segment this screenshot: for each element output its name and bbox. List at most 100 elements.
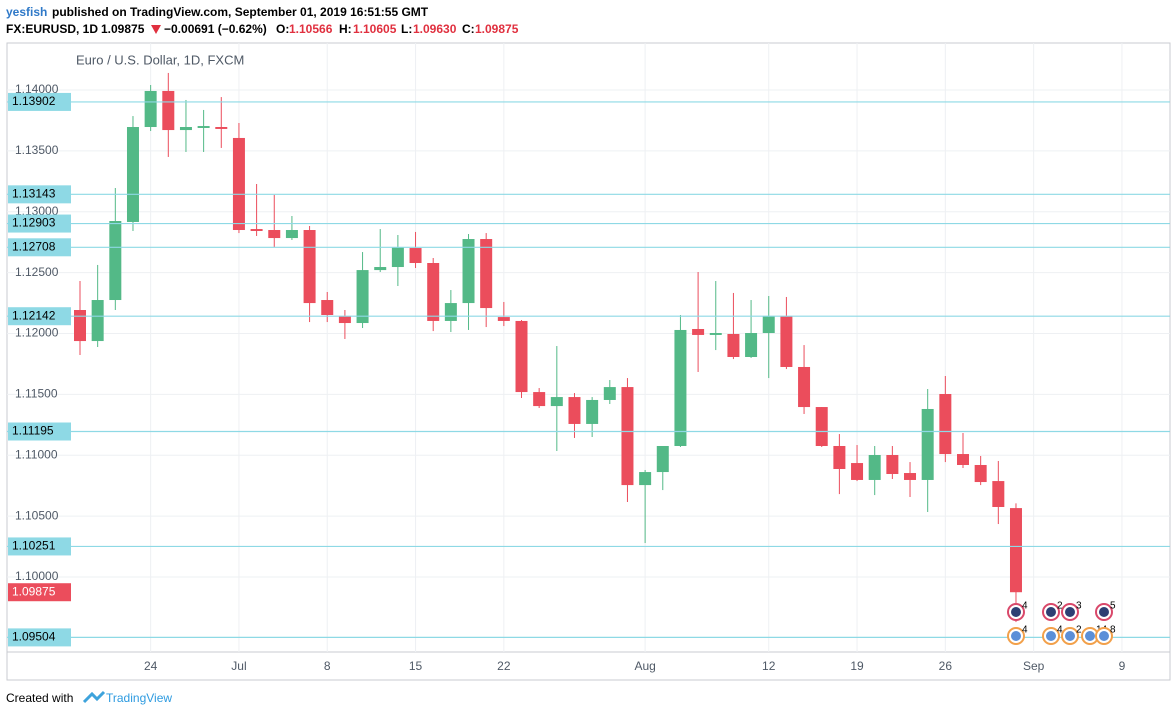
candle-body bbox=[480, 239, 493, 309]
candle-body bbox=[338, 315, 351, 324]
candle-body bbox=[639, 472, 652, 486]
y-tick-label: 1.11500 bbox=[15, 387, 58, 401]
candle-body bbox=[692, 328, 705, 335]
symbol: FX:EURUSD, 1D bbox=[6, 22, 98, 36]
candle-body bbox=[162, 90, 175, 131]
candle-body bbox=[444, 303, 457, 321]
last-price: 1.09875 bbox=[101, 22, 145, 36]
candle-body bbox=[886, 455, 899, 474]
legend: Euro / U.S. Dollar, 1D, FXCM bbox=[76, 52, 244, 67]
last-price-label: 1.09875 bbox=[12, 584, 56, 598]
ohlc-value: 1.10605 bbox=[353, 22, 397, 36]
event-count: 4 bbox=[1022, 625, 1028, 636]
candle-body bbox=[603, 387, 616, 400]
candle-body bbox=[356, 270, 369, 324]
footer-text: Created with bbox=[6, 691, 73, 705]
y-tick-label: 1.10000 bbox=[15, 569, 59, 583]
chart-frame bbox=[6, 42, 1171, 681]
level-label-bg bbox=[8, 214, 71, 233]
candle-body bbox=[232, 137, 245, 231]
candle-body bbox=[957, 454, 969, 465]
candle-body bbox=[815, 407, 828, 446]
level-label: 1.13143 bbox=[12, 187, 56, 201]
event-count: 4 bbox=[1057, 625, 1063, 636]
level-label-bg bbox=[8, 92, 71, 111]
author[interactable]: yesfish bbox=[6, 5, 47, 19]
event-icon-core bbox=[1099, 631, 1109, 641]
plot: 24 Jul 8 15 22 Aug 12 19 26 Sep 91.140001.135001.1… bbox=[7, 43, 1170, 673]
candle-body bbox=[992, 481, 1005, 507]
level-label: 1.10251 bbox=[12, 539, 56, 553]
level-label: 1.12903 bbox=[12, 216, 56, 230]
candle-body bbox=[321, 300, 334, 315]
candle-body bbox=[621, 387, 634, 486]
level-label-bg bbox=[8, 185, 71, 204]
candle-body bbox=[904, 473, 917, 480]
candle-body bbox=[285, 230, 298, 239]
ohlc-key: L: bbox=[401, 22, 412, 36]
candle-body bbox=[497, 317, 510, 321]
candle-body bbox=[798, 366, 811, 408]
y-tick-label: 1.13500 bbox=[15, 143, 59, 157]
event-icon-core bbox=[1065, 631, 1075, 641]
level-label: 1.12708 bbox=[12, 239, 56, 253]
level-label-bg bbox=[8, 422, 71, 441]
ohlc: O: 1.10566 H: 1.10605 L: 1.09630 C: 1.09875 bbox=[276, 22, 519, 36]
y-tick-label: 1.12500 bbox=[15, 265, 59, 279]
x-tick-label: 26 bbox=[939, 659, 953, 673]
candle-body bbox=[109, 221, 122, 301]
x-tick-label: Aug bbox=[634, 659, 655, 673]
level-label-bg bbox=[8, 628, 71, 647]
last-price-bg bbox=[8, 583, 71, 602]
candle-body bbox=[215, 127, 228, 129]
event-count: 2 bbox=[1057, 601, 1063, 612]
candle-body bbox=[762, 315, 775, 334]
candle-body bbox=[550, 397, 563, 407]
ohlc-value: 1.09875 bbox=[475, 22, 519, 36]
level-label: 1.13902 bbox=[12, 94, 56, 108]
level-label-bg bbox=[8, 537, 71, 556]
change: −0.00691 (−0.62%) bbox=[164, 22, 267, 36]
candle-body bbox=[303, 230, 316, 304]
event-count: 8 bbox=[1110, 625, 1116, 636]
y-tick-label: 1.11000 bbox=[15, 447, 58, 461]
y-tick-label: 1.10500 bbox=[15, 508, 59, 522]
candle-body bbox=[851, 463, 864, 480]
candle-body bbox=[250, 229, 263, 231]
level-label-bg bbox=[8, 238, 71, 257]
level-label: 1.09504 bbox=[12, 630, 56, 644]
candle-body bbox=[727, 333, 740, 357]
y-tick-label: 1.13000 bbox=[15, 204, 59, 218]
x-tick-label: 22 bbox=[497, 659, 511, 673]
candle-body bbox=[515, 320, 528, 393]
event-icon-core bbox=[1011, 607, 1021, 617]
candle-body bbox=[780, 315, 793, 367]
candle-body bbox=[586, 399, 599, 424]
candle-body bbox=[462, 239, 475, 304]
candle-body bbox=[921, 408, 934, 480]
event-icon-core bbox=[1065, 607, 1075, 617]
footer-brand[interactable]: TradingView bbox=[106, 691, 172, 705]
ohlc-key: C: bbox=[462, 22, 475, 36]
x-tick-label: 8 bbox=[324, 659, 331, 673]
ohlc-key: H: bbox=[339, 22, 352, 36]
candle-body bbox=[709, 333, 722, 335]
event-icon-core bbox=[1085, 631, 1095, 641]
x-tick-label: Jul bbox=[231, 659, 246, 673]
candle-body bbox=[1009, 508, 1022, 593]
ohlc-value: 1.10566 bbox=[289, 22, 333, 36]
event-count: 5 bbox=[1110, 601, 1116, 612]
event-icon-core bbox=[1011, 631, 1021, 641]
x-tick-label: 9 bbox=[1119, 659, 1126, 673]
candle-body bbox=[409, 248, 422, 264]
candle-body bbox=[939, 394, 952, 455]
event-count: 3 bbox=[1076, 601, 1082, 612]
logo bbox=[82, 690, 106, 704]
x-tick-label: 15 bbox=[409, 659, 423, 673]
x-tick-label: 19 bbox=[850, 659, 864, 673]
level-label: 1.11195 bbox=[12, 424, 54, 438]
candle-body bbox=[179, 127, 192, 131]
published: published on TradingView.com, September … bbox=[52, 5, 429, 19]
event-icon-core bbox=[1046, 631, 1056, 641]
candle-body bbox=[868, 455, 881, 480]
